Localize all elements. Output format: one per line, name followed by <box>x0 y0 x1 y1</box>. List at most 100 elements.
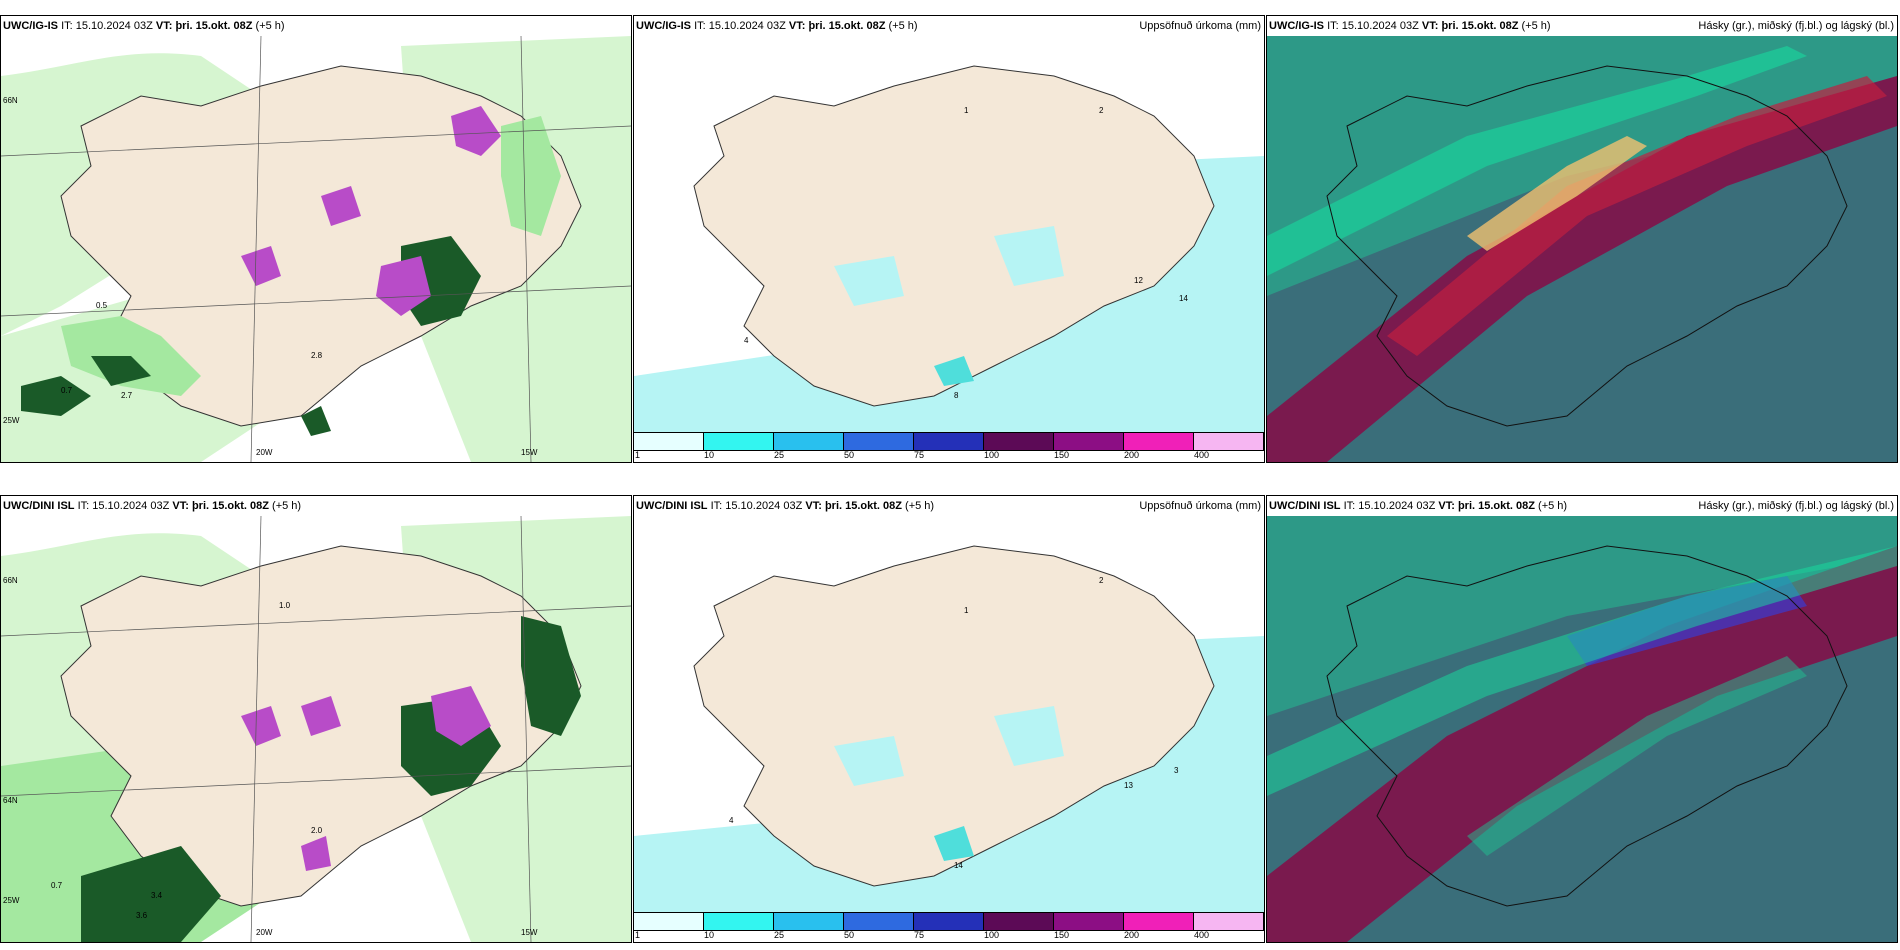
precip-wind-panel[interactable]: UWC/DINI ISL IT: 15.10.2024 03Z VT: þri.… <box>0 495 632 943</box>
colorbar-cell <box>1194 913 1264 930</box>
lon-label: 20W <box>256 928 273 937</box>
colorbar-tick: 400 <box>1194 930 1210 940</box>
panel-header: UWC/IG-IS IT: 15.10.2024 03Z VT: þri. 15… <box>1267 16 1897 36</box>
lon-label: 20W <box>256 448 273 457</box>
accum-value: 4 <box>744 336 749 345</box>
it-prefix: IT: <box>1327 20 1339 32</box>
precip-value: 2.8 <box>311 351 323 360</box>
colorbar-cell <box>1124 913 1194 930</box>
precip-value: 3.4 <box>151 891 163 900</box>
cloud-cover-panel[interactable]: UWC/DINI ISL IT: 15.10.2024 03Z VT: þri.… <box>1266 495 1898 943</box>
panel-title: Uppsöfnuð úrkoma (mm) <box>1139 500 1261 512</box>
accum-value: 8 <box>954 391 959 400</box>
colorbar-tick: 75 <box>914 930 925 940</box>
lead-time: (+5 h) <box>1538 500 1568 512</box>
model-name: UWC/IG-IS <box>3 20 58 32</box>
lead-time: (+5 h) <box>255 20 285 32</box>
it-prefix: IT: <box>77 500 90 512</box>
valid-time: VT: þri. 15.okt. 08Z <box>172 500 269 512</box>
lat-label: 25W <box>3 896 20 905</box>
accum-value: 1 <box>964 106 969 115</box>
lead-time: (+5 h) <box>1521 20 1551 32</box>
forecast-row-ig-is: UWC/IG-IS IT: 15.10.2024 03Z VT: þri. 15… <box>0 15 1900 465</box>
panel-header: UWC/IG-IS IT: 15.10.2024 03Z VT: þri. 15… <box>634 16 1264 36</box>
colorbar-tick: 200 <box>1124 930 1140 940</box>
colorbar-tick: 400 <box>1194 450 1210 460</box>
precip-map <box>1 36 631 462</box>
colorbar-cell <box>984 433 1054 450</box>
colorbar-tick: 25 <box>774 450 785 460</box>
colorbar-tick: 50 <box>844 930 855 940</box>
model-name: UWC/DINI ISL <box>1269 500 1341 512</box>
accum-value: 3 <box>1174 766 1179 775</box>
precip-value: 0.5 <box>96 301 108 310</box>
precip-wind-panel[interactable]: UWC/IG-IS IT: 15.10.2024 03Z VT: þri. 15… <box>0 15 632 463</box>
colorbar-tick: 10 <box>704 450 715 460</box>
accum-precip-panel[interactable]: UWC/DINI ISL IT: 15.10.2024 03Z VT: þri.… <box>633 495 1265 943</box>
valid-time: VT: þri. 15.okt. 08Z <box>1438 500 1535 512</box>
lead-time: (+5 h) <box>888 20 918 32</box>
model-name: UWC/DINI ISL <box>3 500 75 512</box>
colorbar-cell <box>774 913 844 930</box>
accum-map <box>634 516 1264 914</box>
colorbar-cell <box>1194 433 1264 450</box>
colorbar-cell <box>1054 433 1124 450</box>
precip-value: 0.7 <box>51 881 63 890</box>
colorbar-cell <box>634 913 704 930</box>
it-prefix: IT: <box>694 20 706 32</box>
model-name: UWC/IG-IS <box>1269 20 1324 32</box>
accum-map <box>634 36 1264 434</box>
panel-header: UWC/DINI ISL IT: 15.10.2024 03Z VT: þri.… <box>1267 496 1897 516</box>
model-name: UWC/IG-IS <box>636 20 691 32</box>
it-prefix: IT: <box>61 20 73 32</box>
colorbar-cell <box>1124 433 1194 450</box>
it-time: 15.10.2024 03Z <box>1341 20 1419 32</box>
colorbar-cells <box>634 432 1264 451</box>
accum-value: 2 <box>1099 106 1104 115</box>
lat-label: 66N <box>3 576 18 585</box>
precip-value: 0.7 <box>61 386 73 395</box>
colorbar-cell <box>704 433 774 450</box>
colorbar-tick: 150 <box>1054 450 1070 460</box>
colorbar-tick: 75 <box>914 450 925 460</box>
precip-map <box>1 516 631 942</box>
it-time: 15.10.2024 03Z <box>1358 500 1436 512</box>
colorbar-cell <box>704 913 774 930</box>
panel-title: Hásky (gr.), miðský (fj.bl.) og lágský (… <box>1698 20 1894 32</box>
it-time: 15.10.2024 03Z <box>708 20 786 32</box>
cloud-map <box>1267 36 1897 462</box>
accum-value: 1 <box>964 606 969 615</box>
colorbar: 1 10 25 50 75 100 150 200 400 <box>634 912 1264 942</box>
cloud-map <box>1267 516 1897 942</box>
precip-value: 2.7 <box>121 391 133 400</box>
precip-value: 1.0 <box>279 601 291 610</box>
colorbar-cell <box>844 433 914 450</box>
panel-header: UWC/DINI ISL IT: 15.10.2024 03Z VT: þri.… <box>634 496 1264 516</box>
accum-value: 2 <box>1099 576 1104 585</box>
colorbar-cell <box>774 433 844 450</box>
lat-label: 66N <box>3 96 18 105</box>
it-time: 15.10.2024 03Z <box>92 500 170 512</box>
accum-precip-panel[interactable]: UWC/IG-IS IT: 15.10.2024 03Z VT: þri. 15… <box>633 15 1265 463</box>
colorbar-tick: 200 <box>1124 450 1140 460</box>
colorbar: 1 10 25 50 75 100 150 200 400 <box>634 432 1264 462</box>
it-prefix: IT: <box>710 500 723 512</box>
it-prefix: IT: <box>1343 500 1356 512</box>
valid-time: VT: þri. 15.okt. 08Z <box>1421 20 1519 32</box>
colorbar-tick: 150 <box>1054 930 1070 940</box>
accum-value: 12 <box>1134 276 1143 285</box>
accum-value: 13 <box>1124 781 1133 790</box>
it-time: 15.10.2024 03Z <box>75 20 153 32</box>
panel-title: Hásky (gr.), miðský (fj.bl.) og lágský (… <box>1698 500 1894 512</box>
forecast-row-dini-isl: UWC/DINI ISL IT: 15.10.2024 03Z VT: þri.… <box>0 495 1900 945</box>
accum-value: 14 <box>1179 294 1188 303</box>
colorbar-tick: 10 <box>704 930 715 940</box>
cloud-cover-panel[interactable]: UWC/IG-IS IT: 15.10.2024 03Z VT: þri. 15… <box>1266 15 1898 463</box>
precip-value: 2.0 <box>311 826 323 835</box>
colorbar-cell <box>1054 913 1124 930</box>
colorbar-cell <box>914 913 984 930</box>
panel-header: UWC/IG-IS IT: 15.10.2024 03Z VT: þri. 15… <box>1 16 631 36</box>
lead-time: (+5 h) <box>905 500 935 512</box>
colorbar-tick: 50 <box>844 450 855 460</box>
colorbar-cell <box>984 913 1054 930</box>
